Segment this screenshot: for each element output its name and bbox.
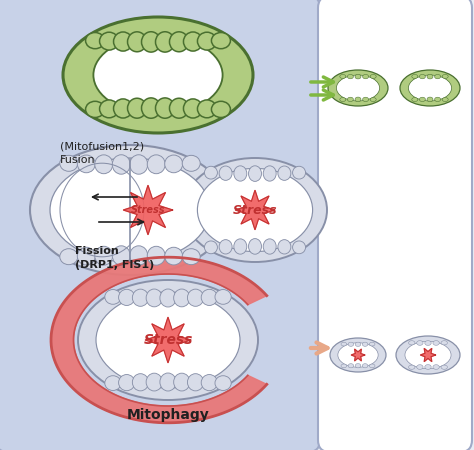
Ellipse shape <box>182 155 200 171</box>
Ellipse shape <box>263 239 276 254</box>
Ellipse shape <box>182 249 200 265</box>
Ellipse shape <box>95 155 113 174</box>
Ellipse shape <box>201 374 218 391</box>
Ellipse shape <box>105 289 121 304</box>
Ellipse shape <box>63 17 253 133</box>
Ellipse shape <box>118 289 135 306</box>
Ellipse shape <box>396 336 460 374</box>
Polygon shape <box>51 257 267 423</box>
Text: Stress: Stress <box>131 205 165 215</box>
Ellipse shape <box>173 373 190 391</box>
Ellipse shape <box>118 374 135 391</box>
Ellipse shape <box>409 341 415 345</box>
Ellipse shape <box>362 342 368 346</box>
Ellipse shape <box>50 158 210 262</box>
Ellipse shape <box>347 97 354 102</box>
Ellipse shape <box>427 74 433 79</box>
Ellipse shape <box>369 342 375 346</box>
Text: (Mitofusion1,2)
Fusion: (Mitofusion1,2) Fusion <box>60 141 144 165</box>
Ellipse shape <box>278 166 291 180</box>
Ellipse shape <box>112 246 130 265</box>
Ellipse shape <box>86 101 105 117</box>
Ellipse shape <box>96 292 240 388</box>
Ellipse shape <box>60 155 78 171</box>
Ellipse shape <box>369 364 375 368</box>
Ellipse shape <box>112 155 130 174</box>
Ellipse shape <box>355 97 361 102</box>
Ellipse shape <box>197 168 312 252</box>
Ellipse shape <box>211 101 230 117</box>
Ellipse shape <box>419 74 425 79</box>
Ellipse shape <box>146 373 162 391</box>
Ellipse shape <box>132 289 148 306</box>
Ellipse shape <box>328 70 388 106</box>
Ellipse shape <box>425 341 431 346</box>
Ellipse shape <box>341 342 346 346</box>
Ellipse shape <box>164 247 182 265</box>
Ellipse shape <box>142 32 161 52</box>
Ellipse shape <box>405 341 451 369</box>
Ellipse shape <box>441 341 447 345</box>
Ellipse shape <box>419 97 425 102</box>
Ellipse shape <box>248 166 262 181</box>
Ellipse shape <box>86 32 105 49</box>
Polygon shape <box>235 190 275 230</box>
Ellipse shape <box>100 100 118 118</box>
Ellipse shape <box>114 32 133 51</box>
Ellipse shape <box>170 32 189 52</box>
Ellipse shape <box>442 98 448 102</box>
Ellipse shape <box>173 289 190 307</box>
Ellipse shape <box>93 36 223 114</box>
Ellipse shape <box>100 32 118 50</box>
Ellipse shape <box>400 70 460 106</box>
Polygon shape <box>420 348 436 362</box>
Text: Mitophagy: Mitophagy <box>127 408 210 422</box>
Ellipse shape <box>155 32 174 52</box>
Ellipse shape <box>204 241 218 254</box>
Ellipse shape <box>370 98 376 102</box>
Ellipse shape <box>183 158 327 262</box>
Ellipse shape <box>433 341 439 345</box>
Ellipse shape <box>164 155 182 173</box>
Ellipse shape <box>147 155 165 174</box>
Ellipse shape <box>330 338 386 372</box>
Ellipse shape <box>248 238 262 254</box>
Ellipse shape <box>348 342 354 346</box>
Ellipse shape <box>146 289 162 307</box>
Ellipse shape <box>341 364 346 368</box>
Text: Fission
(DRP1, FIS1): Fission (DRP1, FIS1) <box>75 247 154 270</box>
Ellipse shape <box>363 97 369 102</box>
Ellipse shape <box>114 99 133 118</box>
FancyBboxPatch shape <box>318 0 472 450</box>
Ellipse shape <box>292 241 306 254</box>
Ellipse shape <box>417 341 423 345</box>
Ellipse shape <box>363 74 369 79</box>
Ellipse shape <box>355 74 361 79</box>
Ellipse shape <box>215 289 231 304</box>
Ellipse shape <box>160 289 176 307</box>
Ellipse shape <box>338 343 378 367</box>
Ellipse shape <box>435 97 441 102</box>
Ellipse shape <box>95 246 113 265</box>
Ellipse shape <box>201 289 218 306</box>
Ellipse shape <box>337 75 380 101</box>
Ellipse shape <box>30 145 230 275</box>
Ellipse shape <box>370 74 376 78</box>
Ellipse shape <box>417 364 423 369</box>
Ellipse shape <box>183 99 202 118</box>
Polygon shape <box>123 185 173 235</box>
Text: Stress: Stress <box>233 203 277 216</box>
Ellipse shape <box>204 166 218 179</box>
Polygon shape <box>351 349 365 361</box>
Ellipse shape <box>105 376 121 391</box>
Ellipse shape <box>355 364 361 368</box>
Text: Stress: Stress <box>143 333 193 347</box>
Ellipse shape <box>160 373 176 391</box>
Ellipse shape <box>128 32 146 52</box>
Ellipse shape <box>147 246 165 265</box>
Ellipse shape <box>187 374 204 391</box>
Ellipse shape <box>340 74 346 78</box>
Ellipse shape <box>78 280 258 400</box>
Ellipse shape <box>427 97 433 102</box>
Ellipse shape <box>442 74 448 78</box>
